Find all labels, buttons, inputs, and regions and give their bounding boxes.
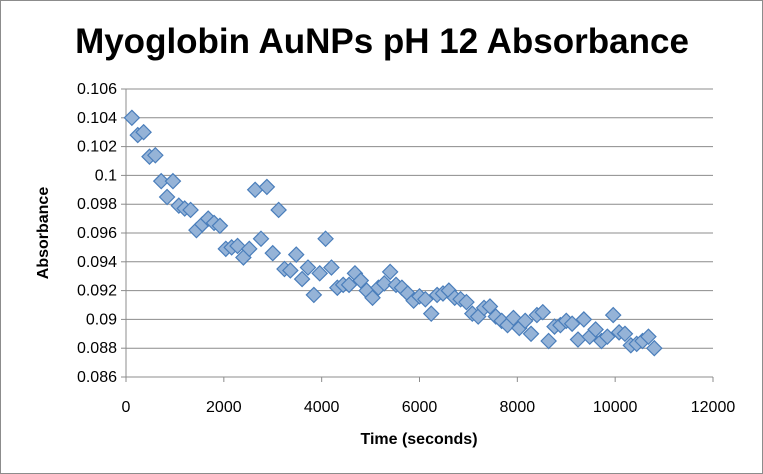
data-point-diamond <box>516 312 534 330</box>
x-axis-label: Time (seconds) <box>360 431 477 448</box>
data-point-diamond <box>598 328 616 346</box>
y-tick-label: 0.104 <box>77 110 117 127</box>
data-point-diamond <box>323 259 340 276</box>
data-point-diamond <box>182 201 199 219</box>
data-point-diamond <box>164 172 182 190</box>
data-point-diamond <box>246 181 264 199</box>
data-point-diamond <box>258 178 276 196</box>
data-point-diamond <box>587 321 604 338</box>
y-tick-label: 0.09 <box>86 311 117 328</box>
x-tick-labels: 0 2000 4000 6000 8000 10000 12000 <box>122 399 736 416</box>
data-points <box>123 109 663 357</box>
data-point-diamond <box>604 306 622 324</box>
x-tick-label: 0 <box>122 399 131 416</box>
data-point-diamond <box>534 303 552 321</box>
data-point-diamond <box>645 339 663 357</box>
y-tick-label: 0.094 <box>77 254 117 271</box>
y-axis-label: Absorbance <box>35 187 52 280</box>
y-tick-label: 0.086 <box>77 369 117 386</box>
x-tick-label: 6000 <box>402 399 438 416</box>
data-point-diamond <box>364 289 381 307</box>
data-point-diamond <box>287 246 305 263</box>
data-point-diamond <box>616 325 634 343</box>
data-point-diamond <box>458 293 475 311</box>
data-point-diamond <box>505 309 522 327</box>
data-point-diamond <box>340 276 358 294</box>
data-point-diamond <box>147 146 164 164</box>
data-point-diamond <box>381 263 399 281</box>
y-tick-label: 0.1 <box>95 167 117 184</box>
data-point-diamond <box>352 272 370 289</box>
y-tick-labels: 0.086 0.088 0.09 0.092 0.094 0.096 0.098 0.1 0.1… <box>77 81 117 386</box>
y-tick-label: 0.106 <box>77 81 117 98</box>
data-point-diamond <box>264 244 282 262</box>
y-tick-label: 0.102 <box>77 139 117 156</box>
data-point-diamond <box>563 315 581 333</box>
data-point-diamond <box>229 237 246 255</box>
chart-title: Myoglobin AuNPs pH 12 Absorbance <box>75 22 689 61</box>
data-point-diamond <box>293 270 311 288</box>
gridlines <box>126 88 713 378</box>
y-tick-label: 0.096 <box>77 225 117 242</box>
y-tick-label: 0.092 <box>77 283 117 300</box>
data-point-diamond <box>305 286 323 304</box>
data-point-diamond <box>135 123 152 141</box>
data-point-diamond <box>481 298 499 315</box>
data-point-diamond <box>158 188 176 206</box>
axes <box>121 88 714 382</box>
data-point-diamond <box>540 332 557 350</box>
data-point-diamond <box>522 325 540 343</box>
data-point-diamond <box>270 201 287 219</box>
data-point-diamond <box>123 109 141 127</box>
data-point-diamond <box>575 311 593 328</box>
y-tick-label: 0.088 <box>77 340 117 357</box>
data-point-diamond <box>240 240 258 258</box>
x-tick-label: 2000 <box>206 399 242 416</box>
data-point-diamond <box>299 259 317 276</box>
data-point-diamond <box>422 305 440 322</box>
data-point-diamond <box>640 328 657 346</box>
x-tick-label: 4000 <box>304 399 340 416</box>
y-tick-label: 0.098 <box>77 196 117 213</box>
data-point-diamond <box>317 230 334 248</box>
data-point-diamond <box>252 230 270 248</box>
data-point-diamond <box>375 275 393 292</box>
x-tick-label: 12000 <box>691 399 736 416</box>
x-tick-label: 10000 <box>593 399 638 416</box>
data-point-diamond <box>211 217 229 235</box>
data-point-diamond <box>417 290 434 308</box>
data-point-diamond <box>282 262 299 279</box>
data-point-diamond <box>152 172 170 190</box>
x-tick-label: 8000 <box>500 399 536 416</box>
data-point-diamond <box>569 331 587 348</box>
data-point-diamond <box>311 264 329 282</box>
